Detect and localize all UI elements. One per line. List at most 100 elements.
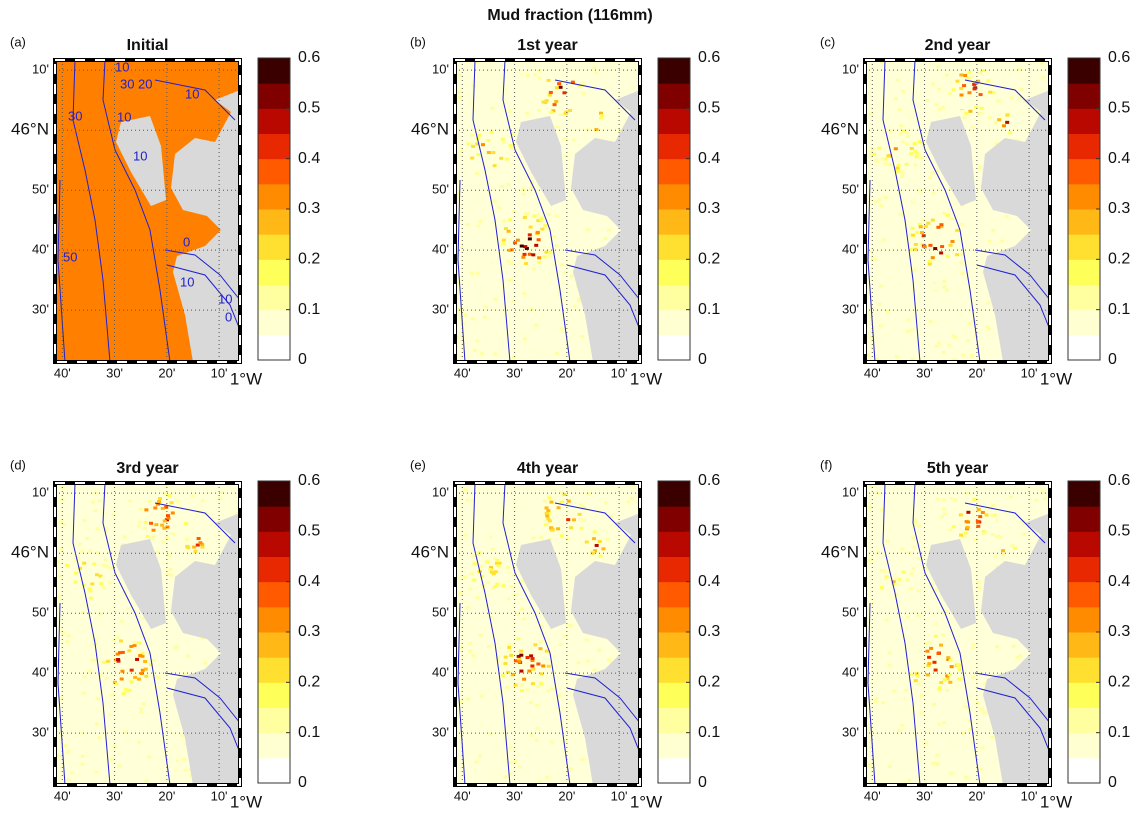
raster-cell (77, 566, 82, 570)
colorbar-band (1068, 158, 1100, 185)
raster-cell (546, 509, 551, 513)
raster-cell (129, 680, 134, 684)
raster-cell (554, 214, 559, 218)
raster-cell (96, 707, 101, 711)
raster-cell (220, 491, 225, 495)
raster-cell (939, 223, 944, 227)
raster-cell (568, 623, 573, 627)
raster-cell (464, 640, 469, 644)
raster-cell (986, 301, 991, 305)
raster-cell (878, 284, 883, 288)
raster-cell (468, 641, 473, 645)
raster-cell (69, 593, 74, 597)
raster-cell (979, 106, 984, 110)
raster-cell (586, 492, 591, 496)
raster-cell (949, 619, 954, 623)
raster-cell (156, 767, 161, 771)
raster-cell (491, 151, 496, 155)
raster-cell (511, 299, 516, 303)
raster-cell (115, 636, 120, 640)
colorbar-band (658, 183, 690, 210)
raster-cell (609, 514, 614, 518)
raster-cell (511, 132, 516, 136)
raster-cell (91, 517, 96, 521)
raster-cell (918, 189, 923, 193)
raster-cell (459, 352, 464, 356)
colorbar-band (1068, 707, 1100, 734)
y-tick-label: 30' (432, 725, 449, 740)
colorbar-band (1068, 209, 1100, 235)
raster-cell (112, 699, 117, 703)
raster-cell (609, 69, 614, 73)
raster-cell (475, 142, 480, 146)
raster-cell (479, 565, 484, 569)
raster-cell (960, 253, 965, 257)
raster-cell (489, 616, 494, 620)
raster-cell (88, 589, 93, 593)
raster-cell (978, 313, 983, 317)
raster-cell (114, 709, 119, 713)
raster-cell (82, 523, 87, 527)
raster-cell (881, 185, 886, 189)
raster-cell (577, 512, 582, 516)
raster-cell (176, 759, 181, 763)
raster-cell (61, 769, 66, 773)
contour-label: 10 (180, 274, 194, 289)
island (926, 116, 976, 206)
raster-cell (534, 243, 539, 247)
raster-cell (472, 562, 477, 566)
raster-cell (877, 302, 882, 306)
raster-cell (111, 623, 116, 627)
raster-cell (1000, 239, 1005, 243)
raster-cell (489, 130, 494, 134)
raster-cell (572, 334, 577, 338)
raster-cell (914, 155, 919, 159)
raster-cell (504, 185, 509, 189)
colorbar-band (258, 556, 290, 583)
colorbar-band (1068, 732, 1100, 759)
panel-title: 1st year (517, 37, 578, 54)
raster-cell (85, 644, 90, 648)
raster-cell (982, 711, 987, 715)
raster-cell (93, 710, 98, 714)
raster-cell (129, 644, 134, 648)
raster-cell (953, 498, 958, 502)
x-axis-label: 1°W (1040, 792, 1072, 811)
raster-cell (477, 288, 482, 292)
raster-cell (80, 549, 85, 553)
raster-cell (463, 533, 468, 537)
raster-cell (523, 202, 528, 206)
raster-cell (478, 754, 483, 758)
raster-cell (865, 353, 870, 357)
raster-cell (913, 242, 918, 246)
raster-cell (896, 696, 901, 700)
raster-cell (60, 755, 65, 759)
raster-cell (106, 659, 111, 663)
raster-cell (544, 250, 549, 254)
raster-cell (60, 617, 65, 621)
raster-cell (165, 536, 170, 540)
raster-cell (159, 701, 164, 705)
panel-label: (a) (10, 34, 26, 49)
raster-cell (185, 537, 190, 541)
panel-title: 4th year (517, 460, 578, 477)
raster-cell (893, 147, 898, 151)
raster-cell (538, 217, 543, 221)
raster-cell (887, 663, 892, 667)
raster-cell (938, 689, 943, 693)
raster-cell (470, 498, 475, 502)
raster-cell (928, 78, 933, 82)
raster-cell (204, 656, 209, 660)
raster-cell (563, 226, 568, 230)
raster-cell (515, 238, 520, 242)
raster-cell (515, 132, 520, 136)
raster-cell (901, 89, 906, 93)
raster-cell (458, 700, 463, 704)
x-axis-label: 1°W (230, 792, 262, 811)
y-tick-label: 30' (842, 725, 859, 740)
raster-cell (913, 149, 918, 153)
raster-cell (873, 257, 878, 261)
x-tick-label: 20' (158, 788, 175, 803)
raster-cell (456, 576, 461, 580)
raster-cell (971, 659, 976, 663)
